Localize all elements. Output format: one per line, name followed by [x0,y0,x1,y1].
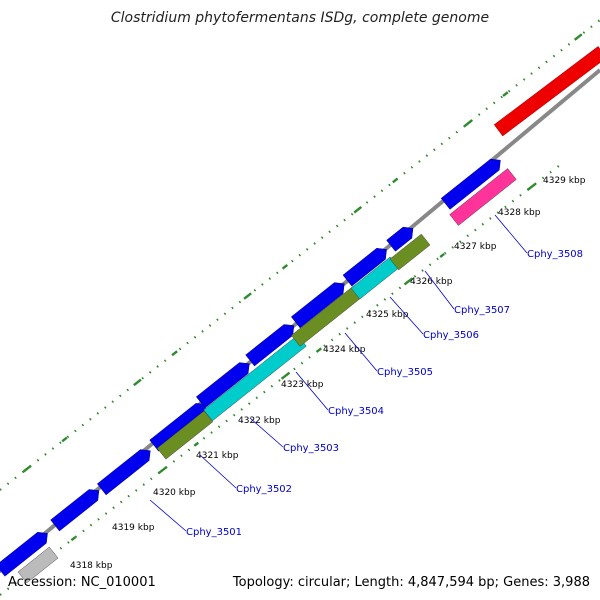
gene-label-leader [344,332,378,372]
cds-arrow [50,489,100,532]
tick-label: 4319 kbp [112,523,155,533]
gene-label: Cphy_3507 [454,305,510,316]
cog-track [17,168,517,584]
cds-arrow [196,362,250,409]
topology-label: Topology: circular; Length: 4,847,594 bp… [232,575,590,590]
gene-label-leader [249,417,284,448]
gene-label: Cphy_3505 [377,367,433,378]
tick-label: 4328 kbp [498,208,541,218]
cog-box [156,410,214,460]
gene-label: Cphy_3506 [423,330,479,341]
accession-label: Accession: NC_010001 [8,575,156,590]
cds-arrow [342,248,387,287]
tick-label: 4324 kbp [323,345,366,355]
cds-arrow [440,158,501,210]
gene-label: Cphy_3504 [328,406,384,417]
rrna-feature [493,46,600,137]
cds-arrow [245,324,295,367]
tick-label: 4320 kbp [153,488,196,498]
gene-label-leader [424,270,455,310]
trna-box [449,168,517,226]
gene-label-leader [149,499,187,532]
tick-label: 4325 kbp [366,310,409,320]
gene-label: Cphy_3502 [236,484,292,495]
gene-labels: Cphy_3501 Cphy_3502 Cphy_3503 Cphy_3504 Cphy… [149,214,583,538]
cds-arrow [97,449,151,496]
gene-label: Cphy_3503 [283,443,339,454]
cog-box [17,546,59,584]
cds-forward-track [0,158,501,577]
cds-arrow [0,531,48,577]
tick-label: 4327 kbp [454,242,497,252]
tick-label: 4321 kbp [196,451,239,461]
gene-label: Cphy_3501 [186,527,242,538]
cog-box [389,233,431,271]
tick-label: 4323 kbp [281,380,324,390]
tick-labels: 4318 kbp 4319 kbp 4320 kbp 4321 kbp 4322 kbp… [70,176,586,571]
cds-arrow [291,282,345,329]
gc-track-inner [0,164,561,596]
gene-label: Cphy_3508 [527,249,583,260]
gene-label-leader [389,296,424,335]
gene-label-leader [199,454,237,489]
gene-label-leader [494,214,528,254]
gene-label-leader [295,371,329,411]
tick-label: 4322 kbp [238,416,281,426]
map-title: Clostridium phytofermentans ISDg, comple… [111,10,489,26]
tick-label: 4326 kbp [410,277,453,287]
gc-track-outer [0,19,600,491]
cds-arrow [386,226,414,252]
tick-label: 4318 kbp [70,561,113,571]
tick-label: 4329 kbp [543,176,586,186]
